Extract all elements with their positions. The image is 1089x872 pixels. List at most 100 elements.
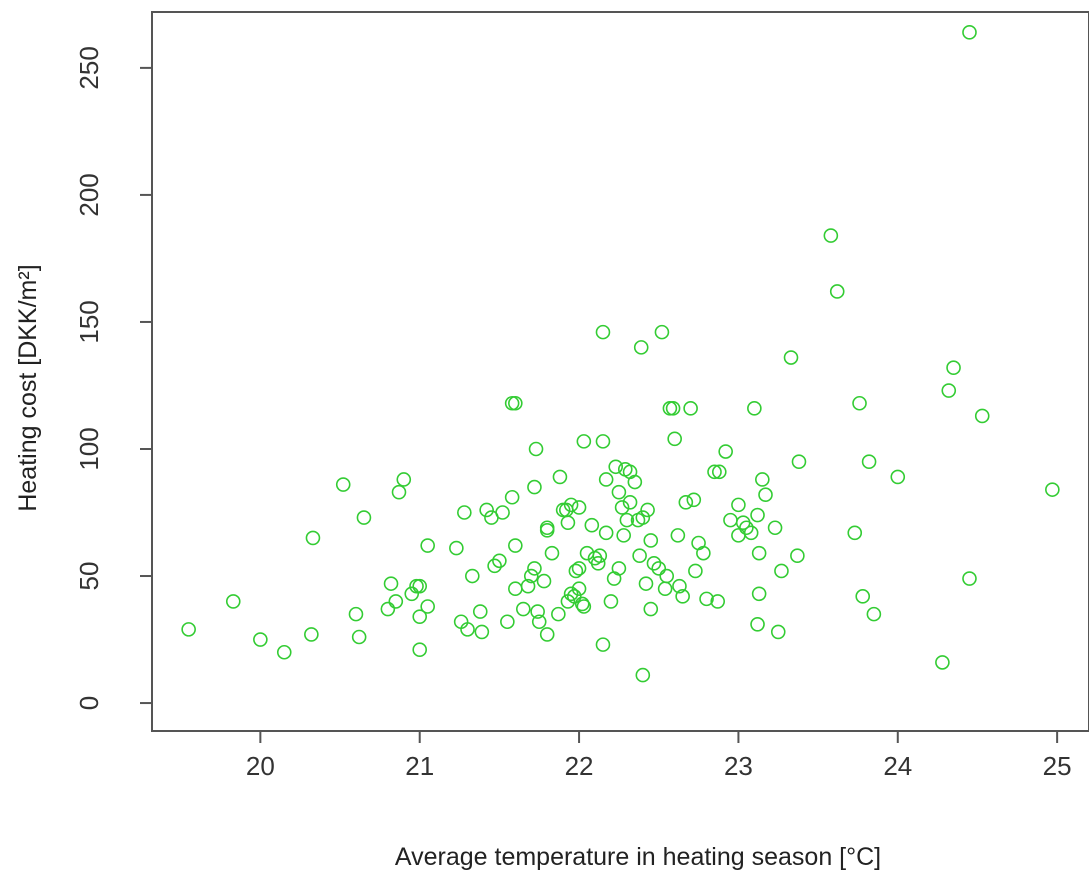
- data-point: [536, 573, 552, 589]
- data-point: [750, 507, 765, 523]
- data-points: [181, 25, 1060, 683]
- data-point: [847, 525, 863, 541]
- plot-frame: [151, 11, 1089, 732]
- data-point: [539, 627, 555, 642]
- data-point: [643, 601, 659, 617]
- data-point: [504, 489, 520, 505]
- x-tick-label: 20: [246, 751, 275, 781]
- data-point: [622, 464, 638, 480]
- y-tick-label: 200: [74, 173, 104, 216]
- data-point: [608, 459, 624, 475]
- data-point: [852, 395, 867, 411]
- data-point: [576, 599, 592, 614]
- data-point: [622, 495, 638, 510]
- data-point: [962, 571, 977, 586]
- data-point: [890, 469, 906, 485]
- data-point: [739, 520, 754, 536]
- data-point: [576, 434, 592, 449]
- data-point: [508, 581, 523, 597]
- data-point: [755, 472, 770, 487]
- data-point: [479, 502, 494, 518]
- data-point: [935, 655, 950, 670]
- data-point: [691, 535, 706, 551]
- data-point: [420, 538, 435, 553]
- data-point: [396, 472, 412, 487]
- data-point: [551, 606, 566, 622]
- data-point: [962, 25, 977, 40]
- data-point: [683, 401, 698, 416]
- data-point: [335, 477, 351, 492]
- data-point: [571, 561, 587, 576]
- data-point: [508, 395, 523, 411]
- data-point: [528, 441, 544, 457]
- data-point: [598, 525, 614, 541]
- data-point: [633, 340, 649, 355]
- x-tick-label: 22: [565, 751, 594, 781]
- data-point: [783, 350, 799, 365]
- data-point: [688, 563, 703, 579]
- data-point: [651, 561, 667, 576]
- data-point: [304, 627, 319, 642]
- data-point: [574, 596, 590, 612]
- data-point: [750, 616, 765, 632]
- data-point: [678, 495, 694, 510]
- data-point: [823, 228, 839, 243]
- data-point: [571, 500, 587, 515]
- data-point: [531, 614, 547, 630]
- data-point: [770, 624, 786, 640]
- data-point: [560, 515, 576, 530]
- data-point: [530, 604, 545, 619]
- data-point: [457, 505, 472, 520]
- data-point: [946, 360, 961, 375]
- data-point: [974, 408, 990, 424]
- data-point: [348, 606, 364, 622]
- data-point: [552, 469, 568, 485]
- data-point: [465, 568, 480, 584]
- data-point: [388, 594, 404, 609]
- data-point: [449, 540, 464, 556]
- data-point: [614, 500, 630, 515]
- data-point: [627, 474, 643, 490]
- data-point: [941, 383, 957, 398]
- data-point: [495, 505, 510, 520]
- data-point: [758, 487, 773, 503]
- data-point: [474, 624, 490, 640]
- data-point: [598, 472, 614, 487]
- x-axis-title: Average temperature in heating season [°…: [395, 843, 881, 871]
- data-point: [276, 644, 292, 660]
- data-point: [391, 484, 407, 500]
- data-point: [675, 589, 690, 604]
- data-point: [590, 556, 606, 571]
- x-tick-label: 24: [883, 751, 912, 781]
- data-point: [606, 571, 622, 586]
- data-point: [665, 401, 681, 416]
- data-point: [751, 545, 767, 561]
- data-point: [866, 606, 882, 622]
- data-point: [492, 553, 507, 569]
- y-tick-label: 50: [74, 562, 104, 591]
- data-point: [659, 568, 675, 584]
- data-point: [643, 533, 659, 548]
- x-axis: 20 21 22 23 24 25: [246, 731, 1072, 781]
- data-point: [638, 576, 654, 591]
- data-point: [731, 528, 746, 543]
- data-point: [523, 568, 539, 584]
- data-point: [595, 324, 611, 340]
- data-point: [500, 614, 515, 630]
- data-point: [356, 510, 372, 525]
- data-point: [305, 530, 321, 546]
- data-point: [861, 454, 877, 469]
- data-point: [420, 599, 435, 614]
- data-point: [829, 284, 845, 299]
- data-point: [412, 642, 428, 657]
- data-point: [632, 548, 647, 563]
- data-point: [595, 434, 611, 449]
- data-point: [412, 609, 428, 624]
- data-point: [527, 561, 542, 576]
- data-point: [504, 395, 520, 411]
- data-point: [603, 594, 619, 609]
- data-point: [544, 545, 560, 561]
- x-tick-label: 25: [1043, 751, 1072, 781]
- data-point: [616, 528, 631, 543]
- data-point: [711, 464, 727, 480]
